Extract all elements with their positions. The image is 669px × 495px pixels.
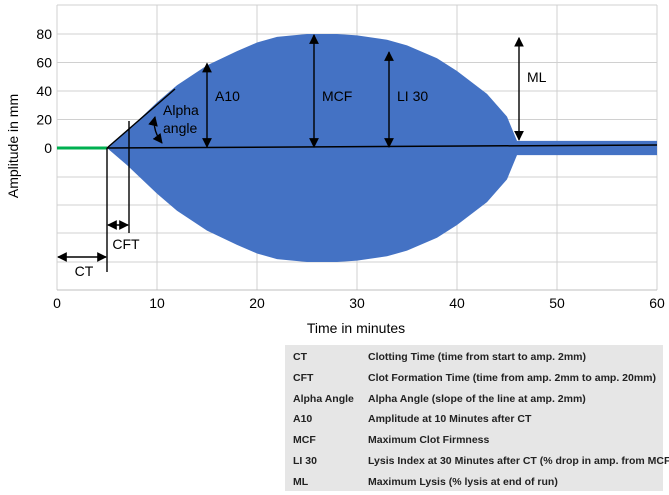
y-tick-label: 80 — [36, 26, 52, 42]
y-tick-label: 0 — [44, 140, 52, 156]
x-tick-label: 50 — [549, 295, 565, 311]
alpha-arc-arrow — [148, 116, 163, 144]
ct-label: CT — [75, 263, 94, 279]
legend-row: MCF Maximum Clot Firmness — [285, 431, 663, 451]
legend-abbr: LI 30 — [293, 455, 317, 467]
legend-description: Alpha Angle (slope of the line at amp. 2… — [368, 392, 586, 405]
x-tick-label: 30 — [349, 295, 365, 311]
a10-label: A10 — [215, 88, 240, 104]
y-tick-label: 40 — [36, 83, 52, 99]
lines-layer — [57, 144, 658, 150]
x-tick-label: 60 — [649, 295, 665, 311]
envelope-layer — [107, 34, 657, 262]
x-axis-title: Time in minutes — [307, 320, 405, 336]
legend-row: ML Maximum Lysis (% lysis at end of run) — [285, 473, 663, 493]
x-tick-label: 10 — [149, 295, 165, 311]
legend-row: CT Clotting Time (time from start to amp.… — [285, 348, 663, 368]
y-tick-label: 20 — [36, 112, 52, 128]
y-tick-label: 60 — [36, 55, 52, 71]
legend-abbr: A10 — [293, 413, 313, 426]
alpha-label-line1: Alpha — [163, 102, 199, 118]
legend-row: A10 Amplitude at 10 Minutes after CT — [285, 410, 663, 430]
legend-row: CFT Clot Formation Time (time from amp. 2… — [285, 369, 663, 389]
center-line — [106, 144, 658, 149]
legend-abbr: MCF — [293, 434, 316, 447]
ticks-layer: 0 10 20 30 40 50 60 80 60 40 20 0 — [36, 26, 665, 311]
clot-envelope — [107, 34, 657, 262]
cft-label: CFT — [112, 236, 140, 252]
ml-label: ML — [527, 69, 547, 85]
y-axis-title: Amplitude in mm — [5, 94, 21, 198]
alpha-tangent-line — [106, 88, 176, 149]
annotation-layer: CT CFT Alpha angle A10 MCF LI 30 ML — [57, 34, 547, 279]
alpha-label-line2: angle — [163, 120, 197, 136]
legend-abbr: CFT — [293, 371, 314, 384]
mcf-label: MCF — [322, 88, 352, 104]
legend-abbr: Alpha Angle — [293, 392, 354, 405]
legend-row: Alpha Angle Alpha Angle (slope of the lin… — [285, 390, 663, 410]
li30-label: LI 30 — [397, 88, 428, 104]
legend-table: CT Clotting Time (time from start to amp.… — [285, 345, 669, 493]
legend-row: LI 30 Lysis Index at 30 Minutes after CT … — [285, 452, 669, 472]
legend-description: Clotting Time (time from start to amp. 2… — [368, 351, 586, 363]
legend-description: Clot Formation Time (time from amp. 2mm … — [368, 371, 657, 384]
legend-abbr: ML — [293, 475, 309, 488]
legend-description: Amplitude at 10 Minutes after CT — [368, 413, 532, 426]
x-tick-label: 0 — [53, 295, 61, 311]
legend-description: Maximum Lysis (% lysis at end of run) — [368, 475, 558, 488]
legend-description: Lysis Index at 30 Minutes after CT (% dr… — [368, 455, 669, 467]
x-tick-label: 20 — [249, 295, 265, 311]
x-tick-label: 40 — [449, 295, 465, 311]
legend-description: Maximum Clot Firmness — [368, 434, 490, 447]
legend-abbr: CT — [293, 351, 307, 363]
